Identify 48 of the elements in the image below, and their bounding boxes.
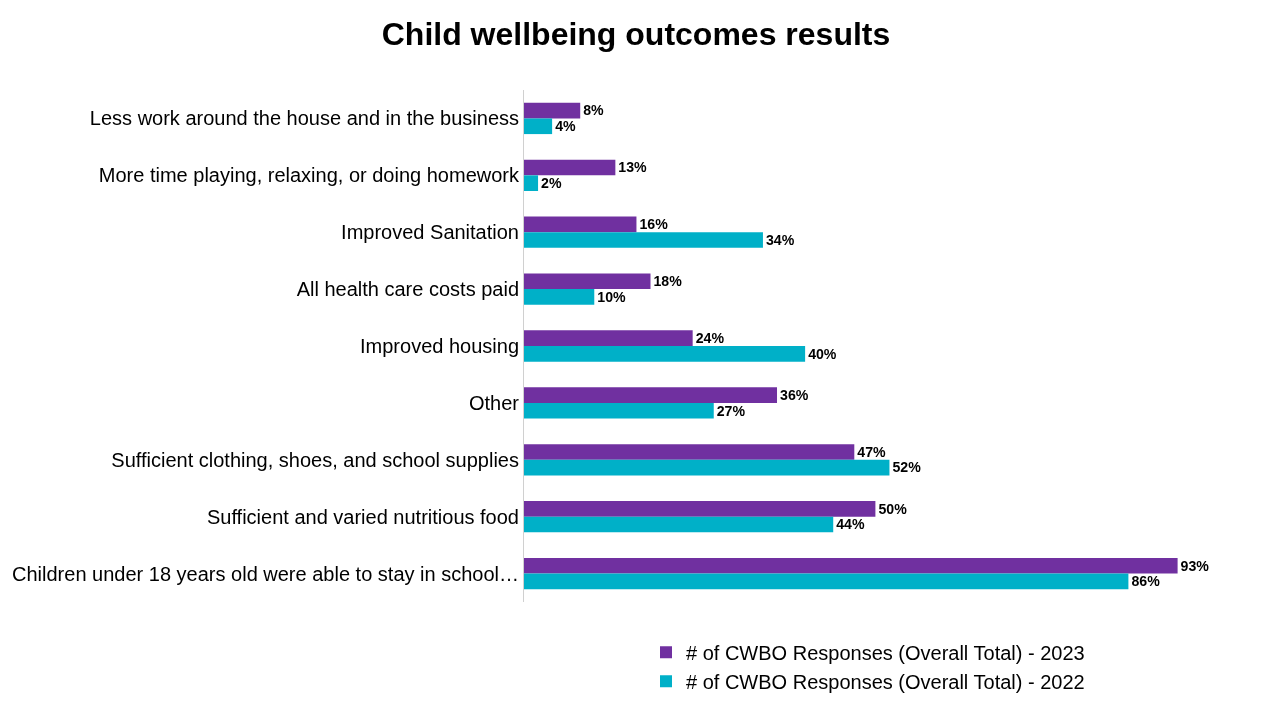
bar [524, 459, 890, 476]
bar [524, 273, 651, 290]
bar [524, 346, 806, 362]
y-tick-label: Sufficient and varied nutritious food [206, 505, 519, 528]
bar [524, 516, 834, 533]
bar [524, 573, 1129, 590]
bar [524, 444, 855, 460]
data-label: 44% [836, 516, 865, 533]
bar [524, 118, 553, 135]
bar [524, 159, 616, 176]
data-label: 40% [808, 345, 837, 362]
data-label: 50% [878, 500, 908, 517]
bar [524, 289, 595, 305]
bar [524, 232, 763, 248]
y-tick-label: Improved housing [360, 335, 519, 357]
y-tick-label: Other [468, 391, 520, 414]
data-label: 27% [716, 402, 746, 419]
data-label: 47% [857, 443, 887, 460]
y-tick-label: Sufficient clothing, shoes, and school supplies [111, 448, 519, 471]
data-label: 24% [695, 330, 725, 347]
bar [524, 330, 693, 346]
data-label: 10% [597, 288, 627, 305]
data-label: 93% [1180, 557, 1210, 574]
bar [524, 387, 778, 403]
y-tick-label: Less work around the house and in the business [89, 107, 519, 130]
data-label: 16% [639, 216, 669, 233]
data-label: 4% [555, 118, 576, 135]
legend-label: # of CWBO Responses (Overall Total) - 2023 [686, 642, 1085, 665]
data-label: 2% [541, 175, 562, 191]
chart-title: Child wellbeing outcomes results [381, 16, 891, 52]
bar [524, 402, 714, 419]
bar [524, 557, 1178, 574]
data-label: 13% [618, 159, 648, 176]
y-tick-label: Improved Sanitation [341, 221, 519, 244]
data-label: 52% [892, 459, 922, 476]
bar [524, 175, 539, 191]
bar [524, 102, 581, 119]
legend-label: # of CWBO Responses (Overall Total) - 2022 [686, 671, 1085, 694]
data-label: 18% [653, 273, 683, 290]
data-label: 36% [780, 386, 809, 403]
bar [524, 501, 876, 517]
data-label: 34% [765, 231, 795, 248]
data-label: 8% [583, 102, 605, 119]
y-tick-label: Children under 18 years old were able to stay in school… [12, 562, 519, 585]
data-label: 86% [1131, 573, 1161, 590]
y-tick-label: All health care costs paid [296, 278, 519, 301]
y-tick-label: More time playing, relaxing, or doing homework [98, 164, 520, 187]
bar [524, 216, 637, 233]
